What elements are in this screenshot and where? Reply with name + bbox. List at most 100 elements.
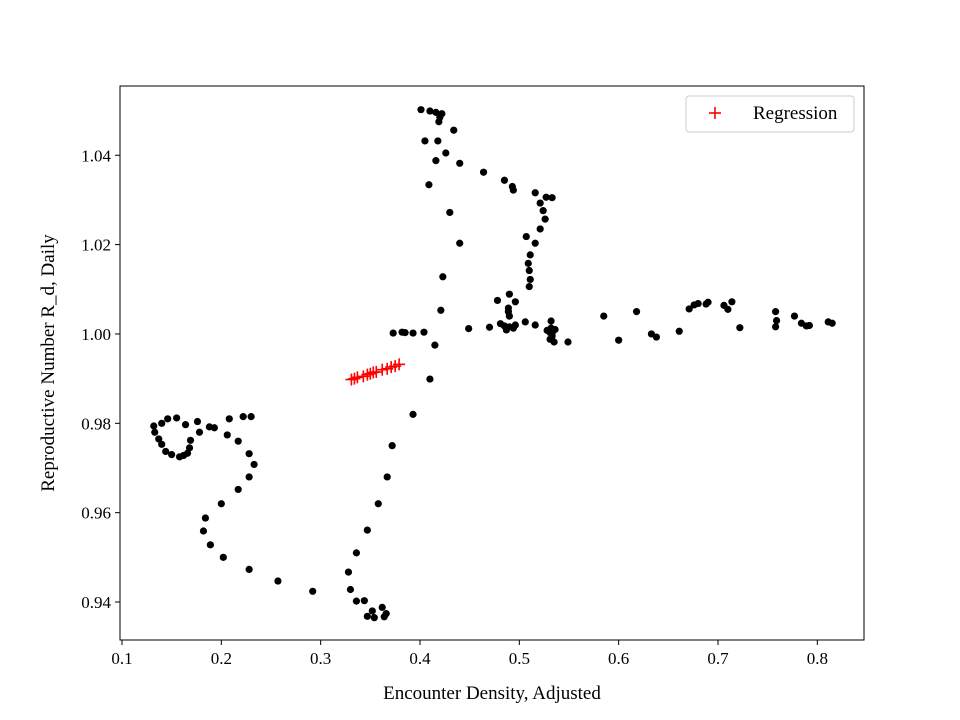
data-point	[346, 585, 355, 594]
data-point	[525, 266, 533, 275]
data-point	[704, 298, 712, 306]
data-point	[185, 444, 194, 452]
data-point	[409, 410, 417, 418]
y-tick-label: 0.96	[81, 504, 111, 523]
data-point	[426, 107, 434, 115]
data-point	[542, 193, 550, 201]
data-point	[439, 273, 447, 281]
data-point	[420, 328, 428, 336]
data-point	[525, 283, 533, 291]
data-point	[344, 568, 353, 576]
y-axis-label: Reproductive Number R_d, Daily	[38, 234, 59, 492]
data-point	[151, 428, 159, 436]
data-point	[524, 259, 532, 267]
data-point	[425, 181, 433, 189]
data-point	[389, 329, 397, 337]
x-tick-label: 0.7	[707, 649, 729, 668]
data-point	[199, 527, 208, 535]
data-point	[547, 317, 555, 325]
legend: Regression	[685, 95, 855, 133]
data-point	[526, 251, 534, 259]
data-point	[526, 275, 534, 284]
data-point	[380, 613, 388, 621]
data-point	[388, 442, 396, 450]
data-point	[550, 338, 558, 346]
data-point	[772, 316, 781, 325]
x-tick-label: 0.5	[509, 649, 530, 668]
data-point	[201, 514, 210, 522]
y-tick-label: 0.98	[81, 414, 111, 433]
data-point	[432, 157, 440, 165]
plot-frame	[119, 85, 865, 641]
y-tick-label: 1.04	[81, 146, 111, 165]
data-point	[531, 189, 539, 197]
data-point	[456, 239, 464, 247]
legend-box	[685, 95, 855, 133]
data-point	[548, 329, 556, 337]
y-tick-label: 1.00	[81, 325, 111, 344]
data-point	[274, 577, 282, 585]
data-point	[234, 437, 242, 445]
data-point	[210, 424, 218, 432]
x-tick-label: 0.2	[211, 649, 232, 668]
data-point	[536, 225, 544, 233]
data-point	[155, 435, 163, 443]
data-point	[409, 329, 417, 337]
data-point	[437, 306, 445, 314]
data-point	[694, 299, 702, 308]
data-point	[309, 587, 317, 595]
data-point	[370, 614, 378, 622]
x-axis-label: Encounter Density, Adjusted	[383, 683, 601, 704]
data-point	[509, 186, 517, 194]
data-point	[548, 194, 556, 202]
data-point	[432, 108, 440, 116]
data-point	[431, 341, 439, 349]
data-point	[383, 473, 391, 481]
data-point	[245, 473, 253, 481]
data-point	[223, 431, 231, 439]
data-point	[652, 333, 660, 341]
data-point	[442, 149, 450, 157]
regression-point	[348, 372, 361, 385]
x-tick-label: 0.3	[310, 649, 331, 668]
data-point	[531, 239, 539, 247]
data-point	[615, 336, 623, 344]
data-point	[536, 199, 544, 207]
data-point	[485, 323, 494, 331]
data-point	[245, 450, 253, 458]
data-point	[632, 308, 641, 316]
y-tick-label: 1.02	[81, 236, 111, 255]
data-point	[505, 312, 513, 320]
data-point	[511, 321, 519, 329]
data-point	[500, 176, 509, 184]
data-point	[219, 553, 227, 561]
regression-point	[376, 363, 389, 376]
data-point	[374, 500, 382, 508]
data-point	[417, 106, 425, 114]
data-point	[505, 290, 513, 298]
data-point	[790, 312, 799, 320]
data-point	[438, 110, 446, 118]
data-point	[539, 207, 547, 215]
data-point	[368, 607, 376, 615]
data-point	[173, 414, 181, 422]
data-point	[247, 413, 255, 421]
regression-point	[370, 365, 383, 378]
data-point	[521, 318, 529, 326]
data-point	[162, 447, 170, 456]
x-axis-ticks: 0.1 0.2 0.3 0.4 0.5 0.6 0.7 0.8	[111, 640, 828, 668]
data-point	[828, 319, 836, 327]
regression-point	[393, 358, 406, 371]
data-point	[511, 298, 519, 306]
data-point	[493, 296, 502, 305]
data-point	[150, 422, 158, 430]
data-point	[434, 137, 442, 145]
x-tick-label: 0.6	[608, 649, 629, 668]
legend-label-regression: Regression	[753, 103, 838, 124]
data-point	[531, 321, 539, 329]
data-point	[195, 428, 204, 436]
data-point	[193, 417, 202, 426]
data-point	[164, 415, 172, 423]
x-tick-label: 0.4	[409, 649, 431, 668]
